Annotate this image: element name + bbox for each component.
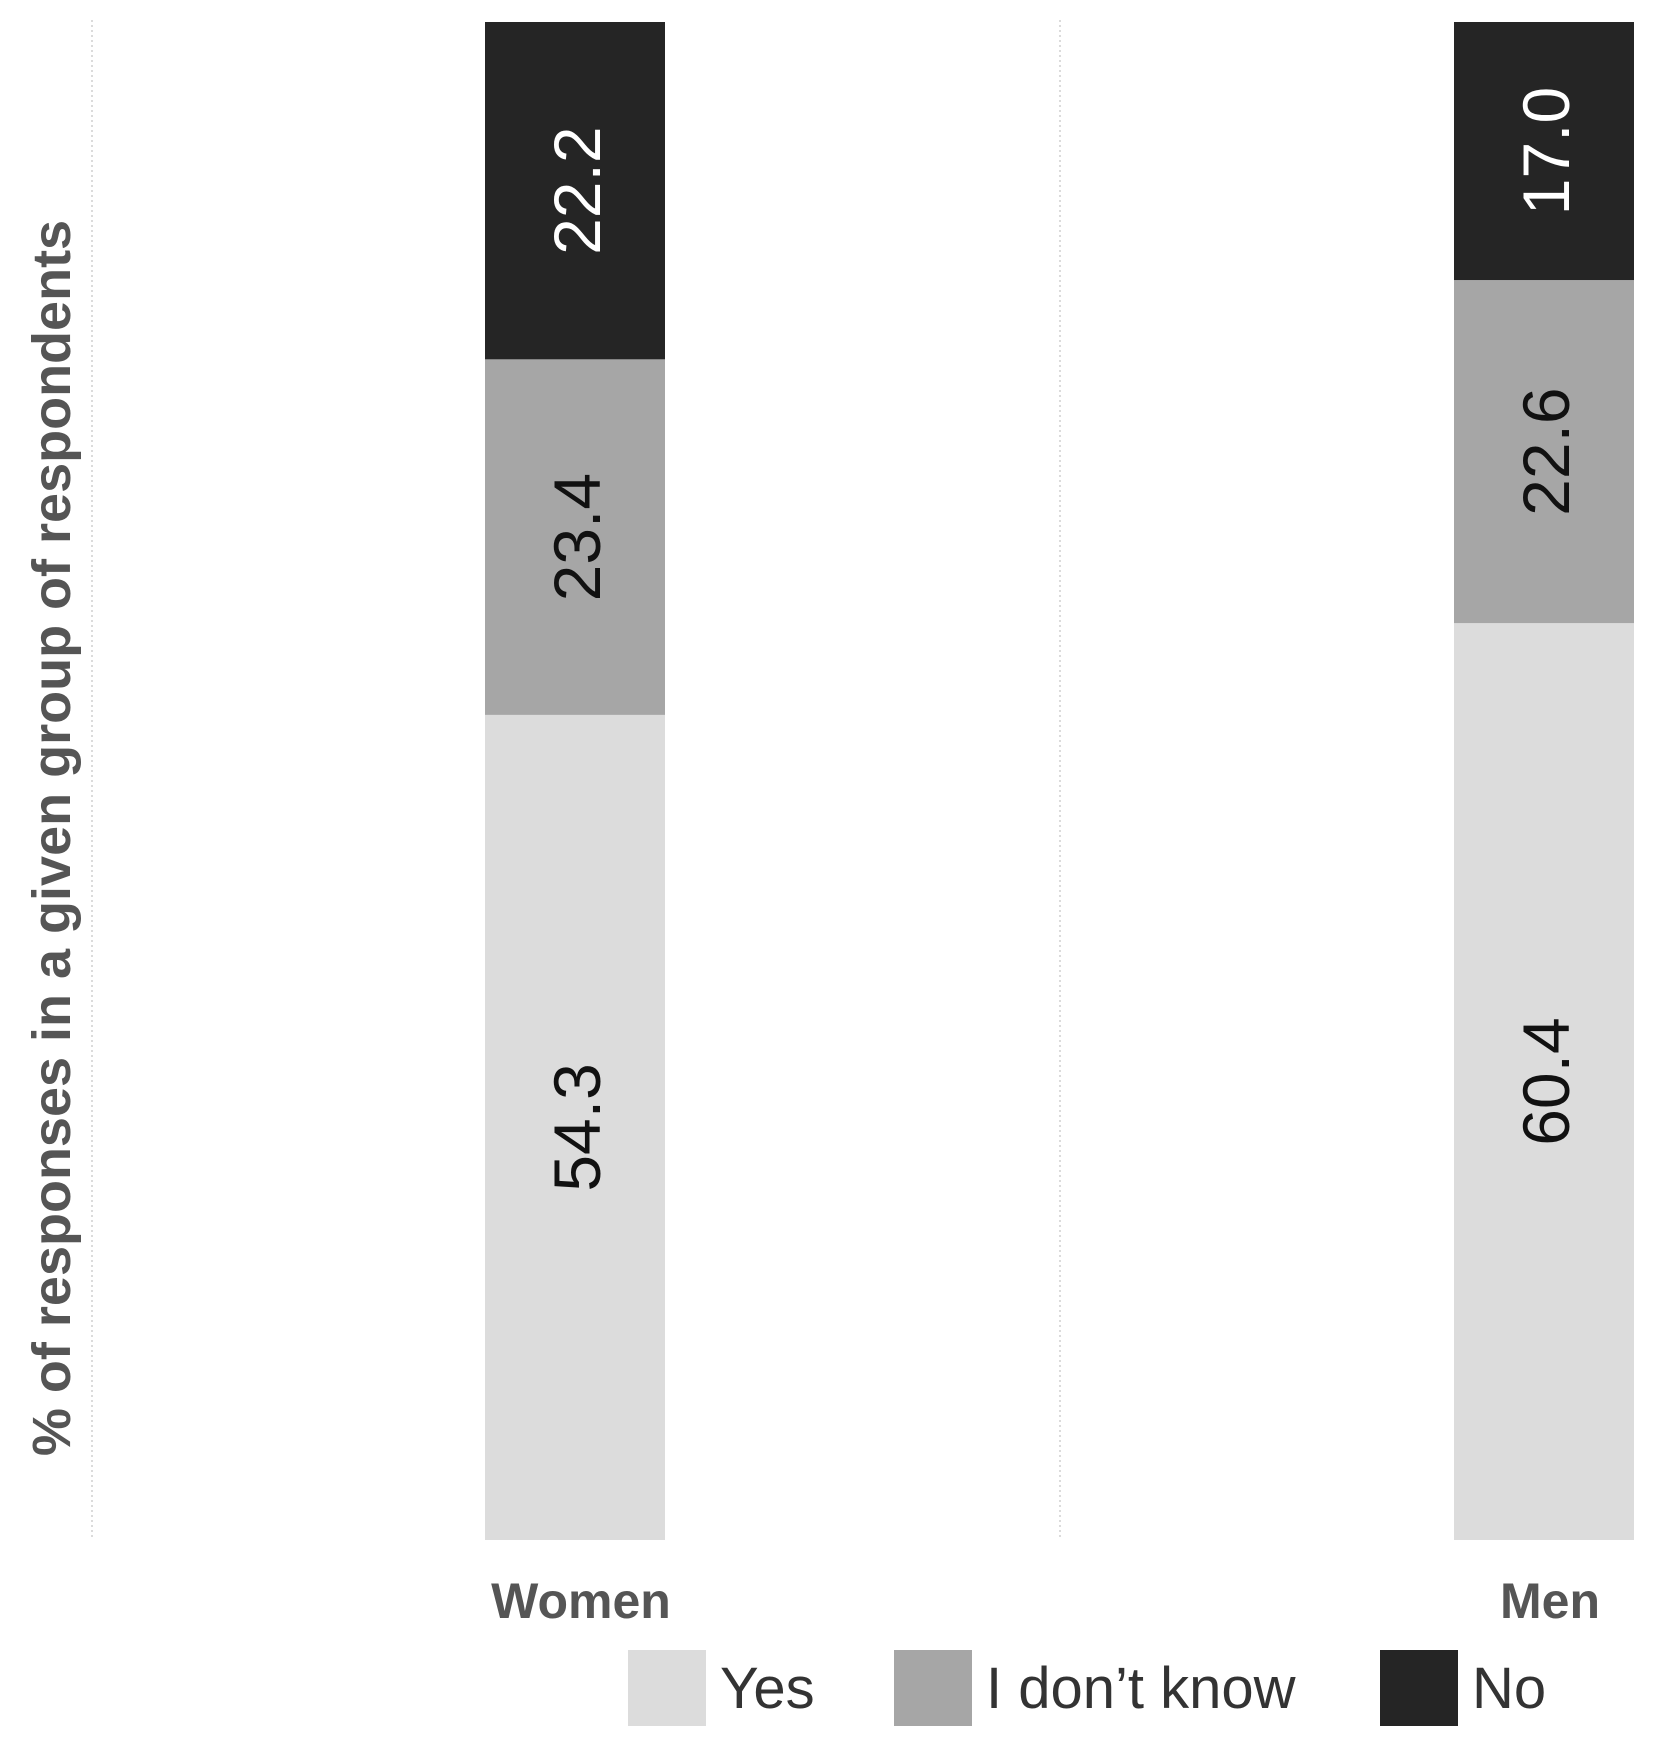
data-label-men-yes: 60.4 [1509, 1017, 1583, 1145]
legend-item-i-don-t-know: I don’t know [894, 1650, 1297, 1726]
bar-men-i-don-t-know [1454, 280, 1634, 624]
legend-label-i-don-t-know: I don’t know [986, 1656, 1297, 1721]
y-axis-label: % of responses in a given group of respo… [22, 220, 82, 1456]
x-tick-men: Men [1500, 1573, 1600, 1629]
legend-swatch-no [1380, 1650, 1458, 1726]
bar-women-no [485, 22, 665, 360]
legend-label-no: No [1472, 1656, 1546, 1721]
x-tick-labels: Women Men [491, 1573, 1600, 1629]
data-labels: 54.3 23.4 22.2 60.4 22.6 17.0 [540, 87, 1583, 1192]
bar-men-no [1454, 22, 1634, 281]
bar-women-i-don-t-know [485, 359, 665, 715]
legend: Yes I don’t know No [628, 1650, 1546, 1726]
data-label-women-i-don-t-know: 23.4 [540, 473, 614, 601]
legend-swatch-yes [628, 1650, 706, 1726]
data-label-women-yes: 54.3 [540, 1063, 614, 1191]
legend-swatch-i-don-t-know [894, 1650, 972, 1726]
bar-women-yes [485, 714, 665, 1540]
legend-label-yes: Yes [720, 1656, 815, 1721]
bar-men-yes [1454, 623, 1634, 1540]
grid-lines [91, 20, 1061, 1540]
bars [485, 22, 1634, 1540]
legend-item-no: No [1380, 1650, 1546, 1726]
x-tick-women: Women [491, 1573, 671, 1629]
data-label-men-i-don-t-know: 22.6 [1509, 387, 1583, 515]
data-label-women-no: 22.2 [540, 126, 614, 254]
legend-item-yes: Yes [628, 1650, 815, 1726]
data-label-men-no: 17.0 [1509, 87, 1583, 215]
